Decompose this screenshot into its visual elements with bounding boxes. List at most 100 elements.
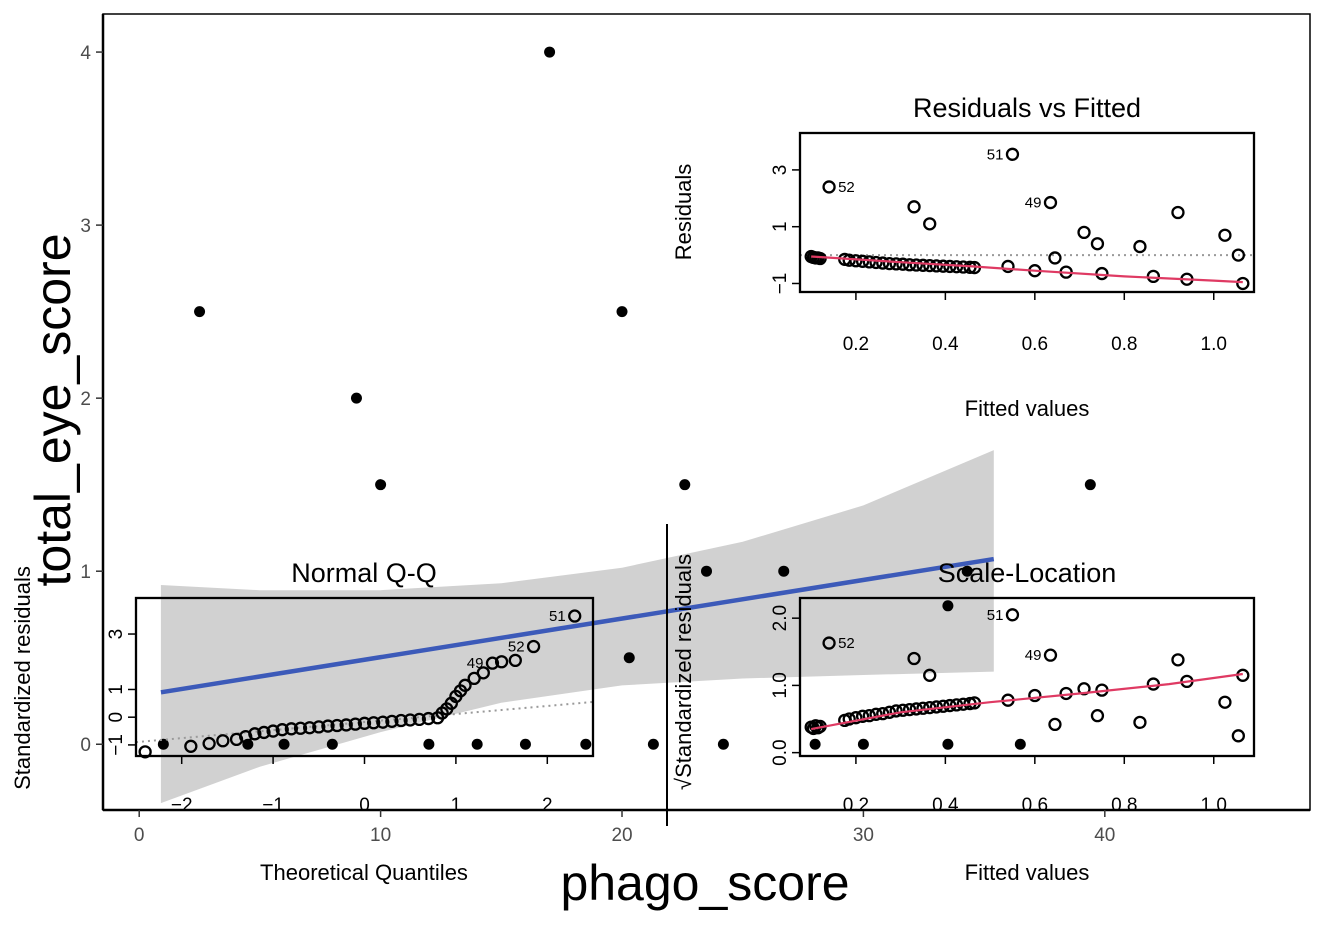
data-point [647, 738, 659, 750]
rvf-point-label: 49 [1025, 195, 1042, 212]
qq-y-tick-label: 0 [106, 712, 127, 723]
data-point [1084, 479, 1096, 491]
qq-y-label: Standardized residuals [10, 566, 35, 790]
rvf-point [1077, 225, 1091, 240]
rvf-point [862, 255, 876, 269]
data-point [778, 565, 790, 577]
data-point [942, 600, 954, 612]
main-y-tick-label: 3 [80, 216, 91, 237]
qq-point [303, 721, 317, 735]
data-point [580, 738, 592, 750]
sl-point [1171, 653, 1185, 667]
main-x-tick-label: 40 [1094, 825, 1115, 846]
qq-point-label: 52 [508, 639, 525, 656]
sl-y-label: √Standardized residuals [671, 554, 696, 790]
sl-point [1028, 688, 1042, 703]
sl-point [1218, 695, 1232, 709]
sl-point [842, 712, 856, 726]
data-point [544, 46, 556, 58]
regression-line [160, 556, 995, 695]
rvf-point [1236, 276, 1250, 291]
qq-x-label: Theoretical Quantiles [260, 860, 468, 885]
data-point [623, 652, 635, 664]
qq-point [284, 722, 299, 736]
sl-smooth-line [810, 672, 1243, 731]
data-point [278, 738, 290, 750]
qq-point [321, 719, 335, 733]
qq-point [526, 639, 541, 654]
qq-point [458, 678, 472, 692]
rvf-x-tick-label: 1.0 [1201, 334, 1227, 355]
qq-x-tick-label: 2 [542, 795, 553, 816]
main-y-tick-label: 4 [80, 43, 91, 64]
rvf-x-tick-label: 0.6 [1022, 334, 1048, 355]
qq-point [366, 716, 381, 730]
rvf-point [902, 258, 917, 272]
sl-point [923, 668, 937, 682]
data-point [471, 738, 483, 750]
rvf-point [1005, 147, 1020, 161]
main-y-tick-label: 1 [80, 562, 91, 583]
rvf-point [896, 257, 910, 271]
qq-title: Normal Q-Q [291, 558, 437, 588]
sl-point [1090, 709, 1105, 723]
qq-point [266, 724, 280, 738]
rvf-point-label: 51 [987, 146, 1004, 163]
sl-point-label: 49 [1025, 647, 1042, 664]
sl-x-label: Fitted values [965, 860, 1090, 885]
rvf-smooth-line [811, 255, 1243, 284]
data-point [809, 738, 821, 750]
data-point [375, 479, 387, 491]
sl-point [889, 704, 903, 718]
main-points [157, 46, 1096, 750]
qq-point-label: 49 [467, 655, 484, 672]
rvf-point [1171, 205, 1185, 220]
main-y-tick-label: 2 [80, 389, 91, 410]
rvf-point [929, 259, 944, 273]
main-x-tick-label: 20 [611, 825, 632, 846]
rvf-point [916, 258, 930, 272]
sl-point [1146, 677, 1161, 691]
sl-point [1048, 717, 1062, 732]
qq-point [339, 718, 353, 732]
rvf-point [1218, 228, 1232, 242]
qq-point [202, 736, 216, 751]
rvf-point [876, 256, 890, 270]
qq-x-tick-label: −1 [262, 795, 284, 816]
rvf-point [889, 257, 903, 271]
data-point [326, 738, 338, 750]
data-point [350, 392, 362, 404]
sl-frame [798, 596, 1256, 758]
sl-point [896, 703, 910, 717]
main-x-tick-label: 10 [370, 825, 391, 846]
qq-point [184, 739, 198, 753]
rvf-x-tick-label: 0.4 [932, 334, 959, 355]
rvf-point [1146, 269, 1161, 284]
main-fit-line [160, 556, 995, 695]
qq-x-tick-label: 0 [359, 795, 370, 816]
main-y-tick-label: 0 [80, 735, 91, 756]
sl-point [862, 709, 876, 723]
main-x-label: phago_score [560, 855, 849, 911]
rvf-point-label: 52 [838, 179, 855, 196]
rvf-point [1090, 237, 1105, 251]
rvf-title: Residuals vs Fitted [913, 93, 1141, 123]
sl-point [855, 709, 870, 723]
qq-point [485, 656, 500, 670]
rvf-point [1133, 239, 1147, 254]
sl-y-tick-label: 1.0 [770, 672, 791, 698]
qq-point [568, 609, 582, 623]
data-point [717, 738, 729, 750]
data-point [423, 738, 435, 750]
data-point [194, 306, 206, 318]
rvf-y-tick-label: 1 [770, 221, 791, 232]
qq-y-tick-label: 3 [106, 629, 127, 640]
qq-point [412, 712, 426, 727]
qq-y-tick-label: −1 [106, 734, 127, 756]
qq-point-label: 51 [549, 608, 566, 625]
sl-x-tick-label: 1.0 [1201, 795, 1227, 816]
inset-residuals-vs-fitted: Residuals vs Fitted Fitted values Residu… [671, 93, 1256, 421]
qq-point [357, 716, 372, 730]
